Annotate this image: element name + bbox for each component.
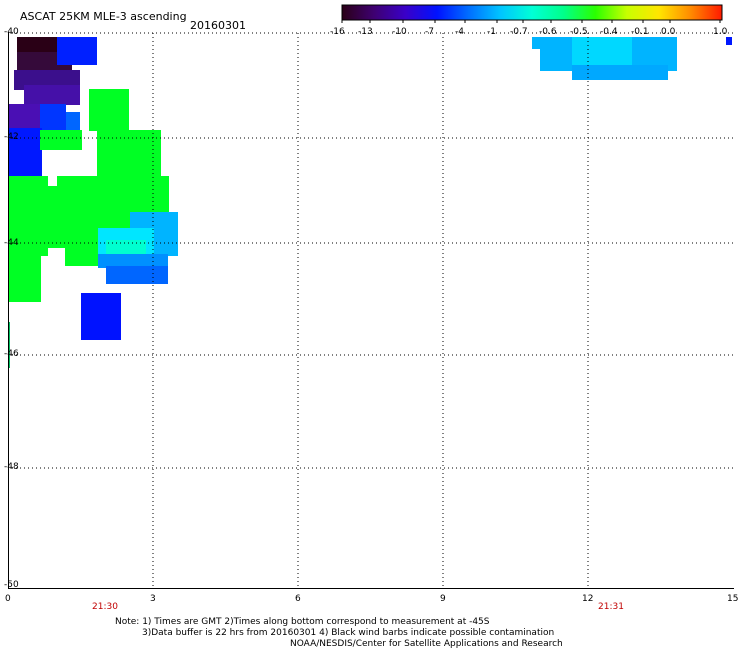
data-cell (40, 130, 82, 150)
colorbar-label: -10 (392, 27, 407, 37)
data-cell (17, 37, 57, 55)
data-cell (89, 89, 129, 131)
lon-label: 12 (582, 594, 594, 604)
lon-label: 6 (295, 594, 301, 604)
data-cell (572, 65, 668, 80)
plot-frame (8, 33, 734, 589)
lon-label: 0 (5, 594, 11, 604)
data-cell (8, 250, 41, 302)
lat-label: -46 (4, 349, 19, 359)
lat-label: -48 (4, 462, 19, 472)
data-cell (81, 293, 121, 340)
data-cell (726, 37, 732, 45)
lon-label: 15 (727, 594, 739, 604)
data-cell (98, 254, 168, 268)
data-cell (57, 37, 97, 65)
colorbar-label: -0.1 (631, 27, 649, 37)
lon-label: 9 (440, 594, 446, 604)
lat-label: -40 (4, 27, 19, 37)
grid-lines (8, 32, 733, 588)
map-date: 20160301 (190, 19, 246, 32)
colorbar-label: -0.7 (510, 27, 528, 37)
lon-label: 3 (150, 594, 156, 604)
data-swaths (8, 37, 732, 368)
colorbar-label: -0.6 (539, 27, 557, 37)
data-cell (8, 104, 40, 130)
lat-label: -50 (4, 580, 19, 590)
lat-label: -42 (4, 132, 19, 142)
map-title: ASCAT 25KM MLE-3 ascending (20, 10, 187, 23)
colorbar-label: -0.4 (600, 27, 618, 37)
time-mark: 21:31 (598, 602, 624, 612)
colorbar-label: 0.0 (661, 27, 676, 37)
data-cell (8, 128, 42, 176)
data-cell (106, 240, 146, 254)
colorbar (341, 4, 723, 23)
note-line-2: 3)Data buffer is 22 hrs from 20160301 4)… (142, 628, 555, 638)
data-cell (106, 266, 168, 284)
data-cell (572, 37, 632, 65)
data-cell (66, 112, 80, 132)
colorbar-label: 1.0 (713, 27, 728, 37)
colorbar-label: -1 (487, 27, 496, 37)
colorbar-label: -16 (330, 27, 345, 37)
note-line-3: NOAA/NESDIS/Center for Satellite Applica… (290, 639, 563, 649)
data-cell (24, 85, 80, 105)
colorbar-gradient (341, 4, 723, 21)
time-mark: 21:30 (92, 602, 118, 612)
data-cell (40, 104, 66, 132)
colorbar-label: -0.5 (570, 27, 588, 37)
colorbar-label: -13 (358, 27, 373, 37)
colorbar-label: -7 (425, 27, 434, 37)
data-cell (65, 230, 100, 266)
lat-label: -44 (4, 238, 19, 248)
colorbar-label: -4 (455, 27, 464, 37)
note-line-1: Note: 1) Times are GMT 2)Times along bot… (115, 617, 490, 627)
